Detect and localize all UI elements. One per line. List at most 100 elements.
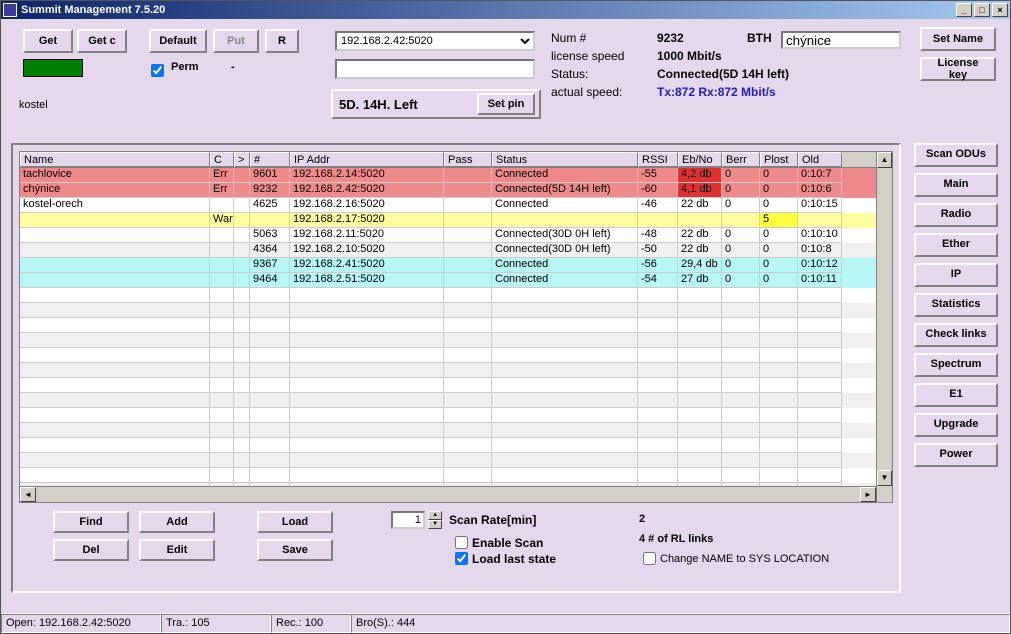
table-row[interactable] (20, 318, 892, 333)
table-row[interactable]: tachloviceErr9601192.168.2.14:5020Connec… (20, 168, 892, 183)
table-row[interactable]: 4364192.168.2.10:5020Connected(30D 0H le… (20, 243, 892, 258)
scroll-up-button[interactable]: ▲ (877, 152, 892, 168)
table-cell (20, 258, 210, 273)
table-cell: 9232 (250, 183, 290, 198)
table-cell: 9367 (250, 258, 290, 273)
side-button-e1[interactable]: E1 (914, 383, 998, 407)
odu-grid[interactable]: NameC>#IP AddrPassStatusRSSIEb/NoBerrPlo… (19, 151, 893, 503)
column-header[interactable]: Eb/No (678, 152, 722, 167)
table-row[interactable] (20, 408, 892, 423)
horizontal-scrollbar[interactable]: ◄ ► (20, 486, 876, 502)
table-cell: 22 db (678, 198, 722, 213)
table-row[interactable]: Warn192.168.2.17:50205 (20, 213, 892, 228)
table-cell (20, 243, 210, 258)
scroll-right-button[interactable]: ► (860, 487, 876, 502)
scan-rate-label: Scan Rate[min] (449, 513, 536, 527)
find-button[interactable]: Find (53, 511, 129, 533)
table-row[interactable] (20, 288, 892, 303)
status-open: Open: 192.168.2.42:5020 (1, 614, 161, 633)
table-row[interactable] (20, 453, 892, 468)
ip-select[interactable]: 192.168.2.42:5020 (335, 31, 535, 51)
column-header[interactable]: Status (492, 152, 638, 167)
scroll-left-button[interactable]: ◄ (20, 487, 36, 502)
get-c-button[interactable]: Get c (77, 29, 127, 53)
table-row[interactable]: 9367192.168.2.41:5020Connected-5629,4 db… (20, 258, 892, 273)
side-button-radio[interactable]: Radio (914, 203, 998, 227)
side-button-scan-odus[interactable]: Scan ODUs (914, 143, 998, 167)
enable-scan-input[interactable] (455, 536, 468, 549)
table-row[interactable]: chýniceErr9232192.168.2.42:5020Connected… (20, 183, 892, 198)
load-last-state-checkbox[interactable]: Load last state (451, 549, 556, 568)
change-name-checkbox[interactable]: Change NAME to SYS LOCATION (639, 549, 829, 568)
num-label: Num # (551, 31, 657, 45)
change-name-input[interactable] (643, 552, 656, 565)
side-button-ether[interactable]: Ether (914, 233, 998, 257)
set-name-button[interactable]: Set Name (920, 27, 996, 51)
side-button-spectrum[interactable]: Spectrum (914, 353, 998, 377)
license-key-button[interactable]: License key (920, 57, 996, 81)
table-cell: Connected (492, 168, 638, 183)
table-row[interactable] (20, 348, 892, 363)
column-header[interactable]: RSSI (638, 152, 678, 167)
put-button[interactable]: Put (213, 29, 259, 53)
table-row[interactable] (20, 363, 892, 378)
edit-button[interactable]: Edit (139, 539, 215, 561)
table-row[interactable]: kostel-orech4625192.168.2.16:5020Connect… (20, 198, 892, 213)
column-header[interactable]: Old (798, 152, 842, 167)
scan-rate-input[interactable] (391, 511, 425, 529)
scan-rate-spinner[interactable]: ▲ ▼ (391, 511, 442, 529)
column-header[interactable]: Plost (760, 152, 798, 167)
table-row[interactable] (20, 333, 892, 348)
r-button[interactable]: R (265, 29, 299, 53)
column-header[interactable]: IP Addr (290, 152, 444, 167)
get-button[interactable]: Get (23, 29, 73, 53)
side-button-main[interactable]: Main (914, 173, 998, 197)
table-row[interactable] (20, 303, 892, 318)
load-button[interactable]: Load (257, 511, 333, 533)
table-cell: 9464 (250, 273, 290, 288)
odu-table-panel: NameC>#IP AddrPassStatusRSSIEb/NoBerrPlo… (11, 143, 901, 593)
side-button-statistics[interactable]: Statistics (914, 293, 998, 317)
table-row[interactable] (20, 423, 892, 438)
perm-checkbox[interactable] (151, 64, 164, 77)
table-row[interactable] (20, 378, 892, 393)
column-header[interactable]: Pass (444, 152, 492, 167)
table-cell: 192.168.2.16:5020 (290, 198, 444, 213)
column-header[interactable]: # (250, 152, 290, 167)
column-header[interactable]: Name (20, 152, 210, 167)
spin-down-button[interactable]: ▼ (428, 520, 442, 529)
table-row[interactable]: 9464192.168.2.51:5020Connected-5427 db00… (20, 273, 892, 288)
side-button-power[interactable]: Power (914, 443, 998, 467)
grid-body[interactable]: tachloviceErr9601192.168.2.14:5020Connec… (20, 168, 892, 498)
maximize-button[interactable]: □ (974, 3, 990, 17)
table-row[interactable] (20, 393, 892, 408)
table-row[interactable] (20, 468, 892, 483)
spin-up-button[interactable]: ▲ (428, 511, 442, 520)
blank-input[interactable] (335, 59, 535, 79)
side-button-check-links[interactable]: Check links (914, 323, 998, 347)
app-icon (3, 3, 17, 17)
column-header[interactable]: Berr (722, 152, 760, 167)
vertical-scrollbar[interactable]: ▲ ▼ (876, 152, 892, 502)
side-button-ip[interactable]: IP (914, 263, 998, 287)
column-header[interactable]: C (210, 152, 234, 167)
table-cell: -55 (638, 168, 678, 183)
save-button[interactable]: Save (257, 539, 333, 561)
table-cell: Connected (492, 273, 638, 288)
column-header[interactable]: > (234, 152, 250, 167)
table-cell (492, 213, 638, 228)
table-row[interactable] (20, 438, 892, 453)
set-pin-button[interactable]: Set pin (477, 93, 535, 115)
default-button[interactable]: Default (149, 29, 207, 53)
table-cell (234, 243, 250, 258)
close-button[interactable]: × (992, 3, 1008, 17)
add-button[interactable]: Add (139, 511, 215, 533)
side-button-upgrade[interactable]: Upgrade (914, 413, 998, 437)
del-button[interactable]: Del (53, 539, 129, 561)
load-last-state-input[interactable] (455, 552, 468, 565)
scroll-down-button[interactable]: ▼ (877, 470, 892, 486)
table-row[interactable]: 5063192.168.2.11:5020Connected(30D 0H le… (20, 228, 892, 243)
minimize-button[interactable]: _ (956, 3, 972, 17)
table-cell: -56 (638, 258, 678, 273)
name-input[interactable] (781, 31, 901, 49)
